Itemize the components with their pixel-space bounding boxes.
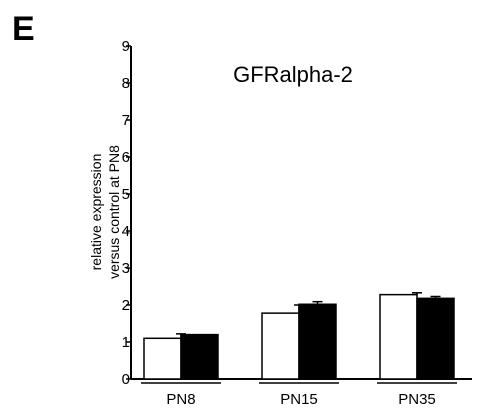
y-axis-label-line-2: versus control at PN8 <box>106 145 122 279</box>
x-category-label: PN15 <box>280 391 318 408</box>
x-category-label: PN35 <box>398 391 436 408</box>
y-tick-label: 8 <box>122 75 130 92</box>
chart-title: GFRalpha-2 <box>233 62 353 87</box>
bar <box>379 293 418 380</box>
y-axis-label-line-1: relative expression <box>88 154 104 271</box>
bar <box>143 337 182 380</box>
y-tick-label: 9 <box>122 38 130 55</box>
bar <box>416 297 455 380</box>
y-tick-label: 7 <box>122 112 130 129</box>
y-tick-label: 3 <box>122 260 130 277</box>
x-categories: PN8 PN15 PN35 <box>141 382 457 408</box>
y-tick-label: 2 <box>122 297 130 314</box>
x-category-label: PN8 <box>166 391 195 408</box>
bar <box>298 303 337 380</box>
bar <box>261 312 300 380</box>
y-tick-label: 0 <box>122 371 130 388</box>
bar <box>180 333 219 380</box>
y-tick-label: 1 <box>122 334 130 351</box>
y-tick-label: 6 <box>122 149 130 166</box>
bars <box>143 292 455 380</box>
y-axis-label: relative expression versus control at PN… <box>88 145 122 279</box>
panel-label: E <box>12 10 35 48</box>
y-tick-label: 4 <box>122 223 130 240</box>
y-ticks: 0 1 2 3 4 5 6 7 8 9 <box>122 38 131 388</box>
y-tick-label: 5 <box>122 186 130 203</box>
